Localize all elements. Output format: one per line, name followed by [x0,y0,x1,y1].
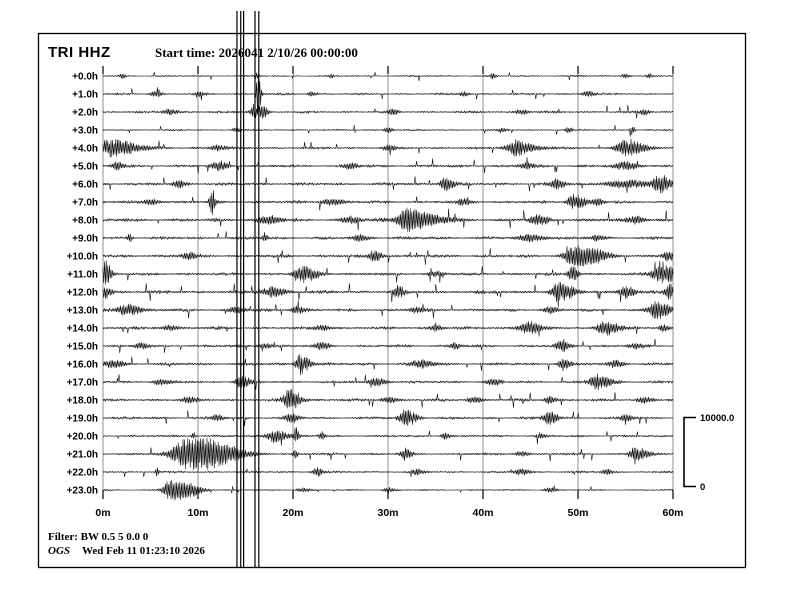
x-axis-label: 30m [377,507,398,519]
trace-row [102,427,674,446]
scale-bracket [683,416,696,488]
trace-row [102,320,674,337]
trace-row [102,389,674,409]
trace-row [102,79,674,113]
x-axis-label: 60m [662,507,683,519]
trace-row [102,438,674,471]
trace-row [102,245,674,267]
hour-label: +8.0h [72,216,98,227]
hour-label: +19.0h [67,414,98,425]
trace-row [102,300,674,320]
trace-row [102,467,674,478]
hour-label: +6.0h [72,180,98,191]
hour-label: +20.0h [67,432,98,443]
trace-row [102,409,674,427]
trace-row [102,338,674,354]
hour-label: +4.0h [72,144,98,155]
clipped-event-lines-layer [236,11,260,568]
amplitude-scale-bar: 10000.0 0 [683,413,734,493]
hour-label: +11.0h [67,270,98,281]
x-axis-label: 40m [472,507,493,519]
seismic-trace-layer [102,72,674,500]
trace-row [102,479,674,500]
hour-label: +12.0h [67,288,98,299]
hour-label: +13.0h [67,306,98,317]
trace-row [102,207,674,233]
x-axis-label: 20m [282,507,303,519]
hour-label: +2.0h [72,108,98,119]
trace-row [102,260,674,285]
trace-row [102,190,674,216]
hour-label: +0.0h [72,72,98,83]
hour-label: +23.0h [67,486,98,497]
trace-row [102,103,674,119]
scale-max-label: 10000.0 [700,413,734,424]
render-timestamp: Wed Feb 11 01:23:10 2026 [82,545,205,557]
axis-label-layer: 0m 10m 20m 30m 40m 50m 60m +0.0h +1.0h +2.0h +3.0h… [67,72,684,520]
hour-label: +21.0h [67,450,98,461]
trace-row [102,175,674,194]
trace-row [102,72,674,81]
trace-row [102,373,674,391]
hour-label: +22.0h [67,468,98,479]
filter-label: Filter: BW 0.5 5 0.0 0 [48,531,149,543]
axis-tick-layer [102,66,674,499]
hour-label: +5.0h [72,162,98,173]
trace-row [102,125,674,137]
trace-row [102,354,674,376]
x-axis-label: 50m [567,507,588,519]
hour-label: +17.0h [67,378,98,389]
trace-row [102,157,674,174]
hour-label: +16.0h [67,360,98,371]
trace-row [102,282,674,308]
x-axis-label: 0m [95,507,110,519]
hour-label: +7.0h [72,198,98,209]
agency-label: OGS [48,545,70,557]
grid-layer [102,67,674,495]
trace-row [102,231,674,243]
plot-frame [37,32,747,569]
start-time-label: Start time: 2026041 2/10/26 00:00:00 [155,45,358,60]
hour-label: +18.0h [67,396,98,407]
x-axis-label: 10m [187,507,208,519]
trace-row [102,138,674,158]
hour-label: +3.0h [72,126,98,137]
hour-label: +1.0h [72,90,98,101]
hour-label: +15.0h [67,342,98,353]
hour-label: +10.0h [67,252,98,263]
scale-min-label: 0 [700,482,705,493]
station-channel-title: TRI HHZ [48,44,111,61]
hour-label: +9.0h [72,234,98,245]
hour-label: +14.0h [67,324,98,335]
